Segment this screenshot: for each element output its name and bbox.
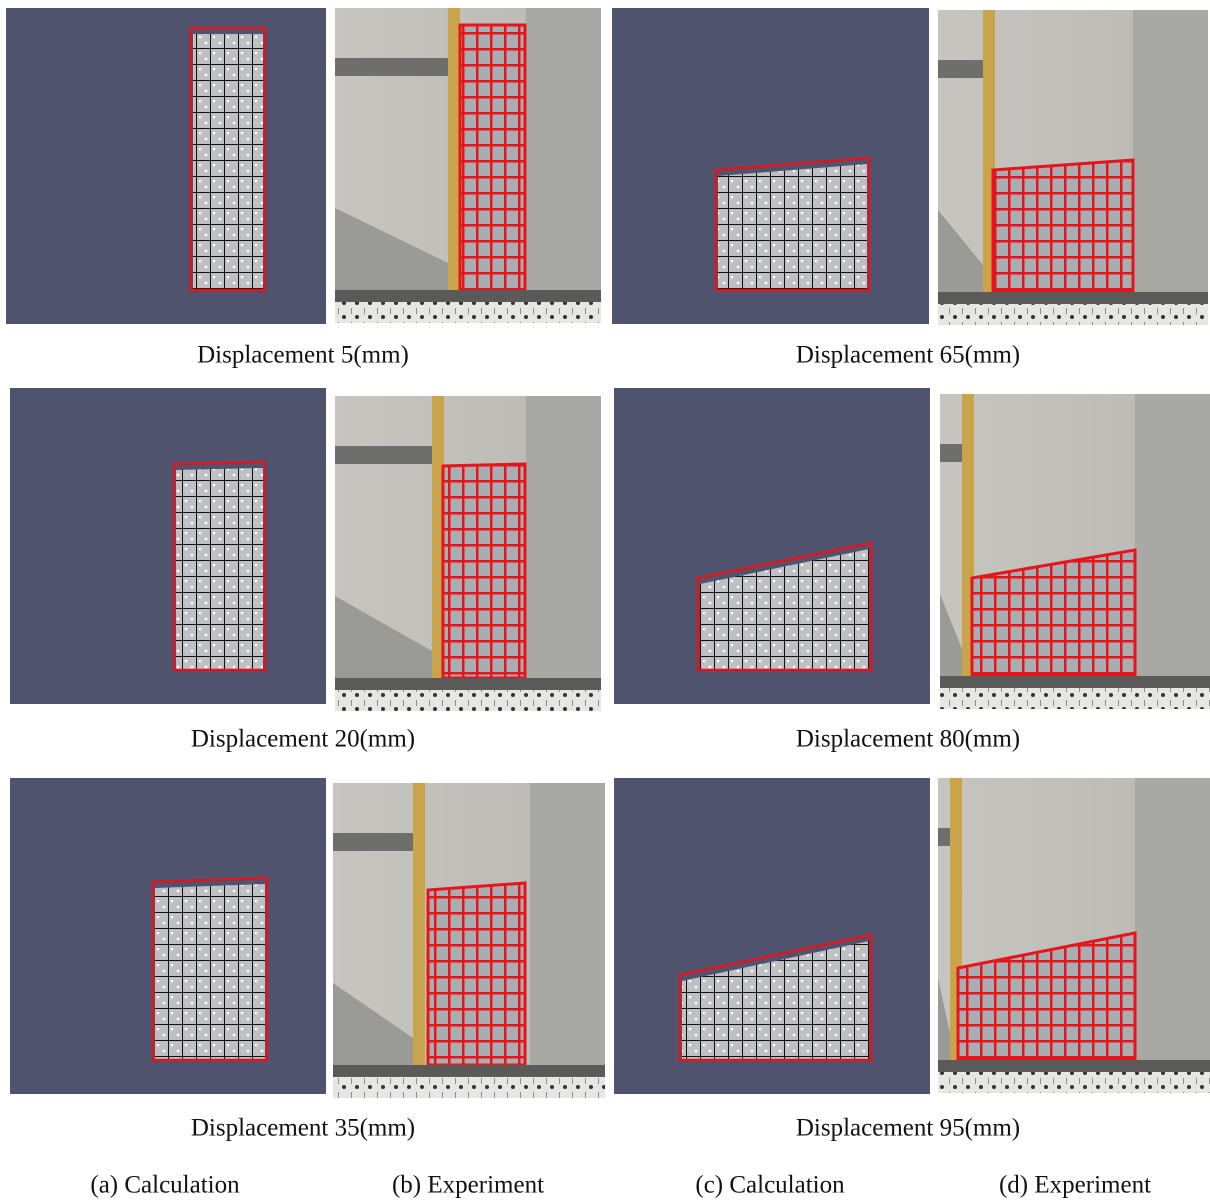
column-label: (b) Experiment — [392, 1172, 544, 1199]
column-label: (d) Experiment — [999, 1172, 1151, 1199]
back-plate — [1135, 778, 1210, 1063]
caption: Displacement 20(mm) — [191, 726, 415, 753]
piston — [940, 444, 962, 462]
red-grid — [443, 464, 525, 678]
caption: Displacement 65(mm) — [796, 342, 1020, 369]
calc-panel — [10, 388, 326, 704]
ruler — [938, 1072, 1210, 1093]
piston — [938, 60, 983, 78]
gold-bar — [448, 8, 460, 293]
gold-bar — [413, 783, 425, 1068]
back-plate — [530, 783, 605, 1068]
column-label: (a) Calculation — [90, 1172, 240, 1199]
particle-block — [155, 884, 265, 1060]
base — [335, 290, 601, 302]
base — [333, 1065, 605, 1077]
piston — [335, 446, 432, 464]
piston — [938, 828, 950, 846]
caption: Displacement 80(mm) — [796, 726, 1020, 753]
ruler — [938, 304, 1208, 325]
particle-block — [176, 468, 263, 670]
red-grid — [993, 160, 1133, 292]
red-grid — [460, 25, 525, 290]
column-label: (c) Calculation — [695, 1172, 845, 1199]
red-grid — [428, 883, 525, 1065]
ruler — [333, 1077, 605, 1098]
base — [938, 1060, 1210, 1072]
base — [940, 676, 1210, 688]
particle-block — [718, 164, 867, 290]
back-plate — [526, 8, 601, 293]
caption: Displacement 5(mm) — [197, 342, 409, 369]
caption: Displacement 95(mm) — [796, 1115, 1020, 1142]
ruler — [335, 690, 601, 711]
figure: Displacement 5(mm) Displacement 65(mm) D… — [0, 0, 1210, 1203]
particle-block — [193, 34, 263, 290]
calc-panel — [6, 8, 326, 324]
piston — [335, 58, 448, 76]
piston — [333, 833, 413, 851]
ruler — [335, 302, 601, 323]
base — [938, 292, 1208, 304]
base — [335, 678, 601, 690]
caption: Displacement 35(mm) — [191, 1115, 415, 1142]
ruler — [940, 688, 1210, 709]
back-plate — [1133, 10, 1208, 295]
back-plate — [526, 396, 601, 681]
back-plate — [1135, 394, 1210, 679]
